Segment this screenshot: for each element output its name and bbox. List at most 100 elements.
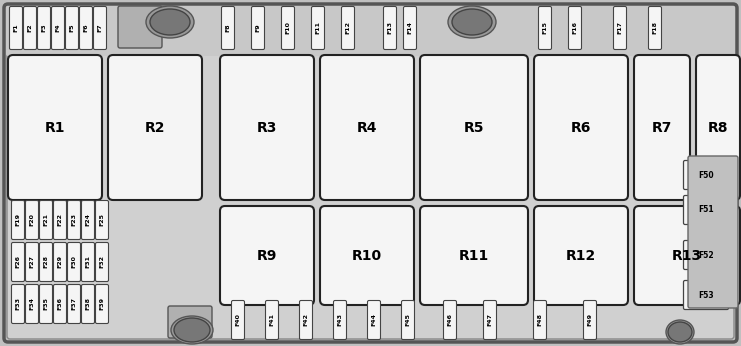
FancyBboxPatch shape (4, 4, 737, 342)
Text: R10: R10 (352, 248, 382, 263)
Text: F1: F1 (13, 24, 19, 32)
FancyBboxPatch shape (39, 284, 53, 324)
FancyBboxPatch shape (534, 206, 628, 305)
FancyBboxPatch shape (24, 7, 36, 49)
Text: F49: F49 (588, 313, 593, 327)
FancyBboxPatch shape (52, 7, 64, 49)
FancyBboxPatch shape (342, 7, 354, 49)
FancyBboxPatch shape (320, 206, 414, 305)
FancyBboxPatch shape (420, 206, 528, 305)
Text: R4: R4 (356, 120, 377, 135)
Text: F48: F48 (537, 313, 542, 327)
FancyBboxPatch shape (251, 7, 265, 49)
Text: F28: F28 (44, 255, 48, 268)
Text: F47: F47 (488, 313, 493, 327)
Text: F7: F7 (98, 24, 102, 32)
Text: F16: F16 (573, 21, 577, 35)
Text: F29: F29 (58, 255, 62, 268)
FancyBboxPatch shape (539, 7, 551, 49)
Text: F34: F34 (30, 298, 35, 310)
FancyBboxPatch shape (220, 55, 314, 200)
FancyBboxPatch shape (648, 7, 662, 49)
FancyBboxPatch shape (67, 243, 81, 282)
FancyBboxPatch shape (6, 6, 735, 56)
FancyBboxPatch shape (568, 7, 582, 49)
Text: F33: F33 (16, 298, 21, 310)
FancyBboxPatch shape (402, 300, 414, 339)
Text: R7: R7 (652, 120, 672, 135)
FancyBboxPatch shape (25, 243, 39, 282)
FancyBboxPatch shape (683, 195, 728, 225)
Text: F10: F10 (285, 21, 290, 35)
FancyBboxPatch shape (79, 7, 93, 49)
FancyBboxPatch shape (483, 300, 496, 339)
FancyBboxPatch shape (222, 7, 234, 49)
Ellipse shape (666, 320, 694, 344)
FancyBboxPatch shape (96, 200, 108, 239)
FancyBboxPatch shape (404, 7, 416, 49)
Text: F35: F35 (44, 298, 48, 310)
Text: F8: F8 (225, 24, 230, 32)
FancyBboxPatch shape (299, 300, 313, 339)
FancyBboxPatch shape (96, 284, 108, 324)
FancyBboxPatch shape (683, 240, 728, 270)
FancyBboxPatch shape (583, 300, 597, 339)
Text: R11: R11 (459, 248, 489, 263)
FancyBboxPatch shape (368, 300, 380, 339)
Ellipse shape (146, 6, 194, 38)
Text: R13: R13 (672, 248, 702, 263)
Text: F24: F24 (85, 213, 90, 227)
FancyBboxPatch shape (634, 55, 690, 200)
FancyBboxPatch shape (7, 47, 734, 339)
Text: F25: F25 (99, 213, 104, 227)
Text: F27: F27 (30, 255, 35, 268)
FancyBboxPatch shape (82, 200, 95, 239)
Text: F51: F51 (698, 206, 714, 215)
FancyBboxPatch shape (168, 306, 212, 338)
Text: R8: R8 (708, 120, 728, 135)
Text: F41: F41 (270, 313, 274, 327)
Text: F18: F18 (653, 21, 657, 35)
FancyBboxPatch shape (688, 156, 738, 308)
Ellipse shape (171, 316, 213, 344)
FancyBboxPatch shape (534, 300, 547, 339)
Text: F42: F42 (304, 313, 308, 327)
FancyBboxPatch shape (93, 7, 107, 49)
FancyBboxPatch shape (39, 200, 53, 239)
Text: F19: F19 (16, 213, 21, 227)
FancyBboxPatch shape (696, 55, 740, 200)
Text: R1: R1 (44, 120, 65, 135)
Text: F26: F26 (16, 255, 21, 268)
Text: F45: F45 (405, 313, 411, 327)
FancyBboxPatch shape (282, 7, 294, 49)
FancyBboxPatch shape (10, 7, 22, 49)
Text: F40: F40 (236, 313, 241, 326)
FancyBboxPatch shape (53, 284, 67, 324)
Text: F14: F14 (408, 21, 413, 35)
FancyBboxPatch shape (53, 243, 67, 282)
FancyBboxPatch shape (25, 200, 39, 239)
Text: F6: F6 (84, 24, 88, 32)
FancyBboxPatch shape (25, 284, 39, 324)
Text: F15: F15 (542, 21, 548, 35)
Text: F9: F9 (256, 24, 261, 32)
Text: F50: F50 (698, 171, 714, 180)
Text: F21: F21 (44, 213, 48, 227)
Text: F20: F20 (30, 213, 35, 226)
FancyBboxPatch shape (118, 6, 162, 48)
FancyBboxPatch shape (444, 300, 456, 339)
FancyBboxPatch shape (333, 300, 347, 339)
FancyBboxPatch shape (384, 7, 396, 49)
Text: F37: F37 (71, 298, 76, 310)
Ellipse shape (668, 322, 692, 342)
FancyBboxPatch shape (67, 200, 81, 239)
Text: F39: F39 (99, 298, 104, 310)
FancyBboxPatch shape (65, 7, 79, 49)
FancyBboxPatch shape (231, 300, 245, 339)
Text: F17: F17 (617, 21, 622, 35)
Text: F38: F38 (85, 298, 90, 310)
FancyBboxPatch shape (39, 243, 53, 282)
Text: F4: F4 (56, 24, 61, 32)
FancyBboxPatch shape (82, 284, 95, 324)
FancyBboxPatch shape (534, 55, 628, 200)
